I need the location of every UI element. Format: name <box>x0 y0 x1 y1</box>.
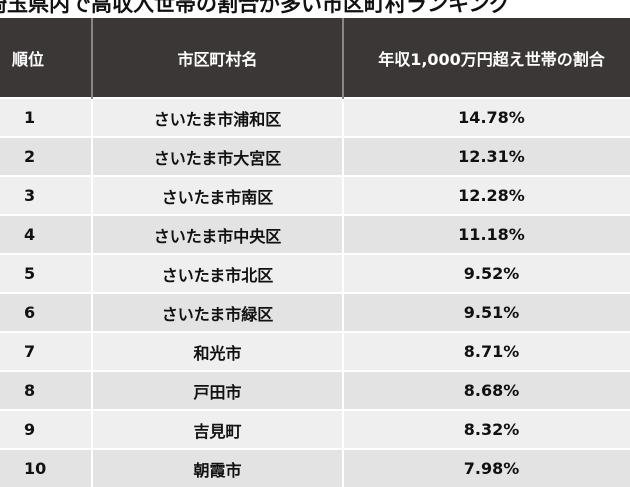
table-row: 9 吉見町 8.32% <box>0 409 630 449</box>
table-row: 6 さいたま市緑区 9.51% <box>0 292 630 332</box>
table-row: 1 さいたま市浦和区 14.78% <box>0 97 630 137</box>
cell-name: さいたま市緑区 <box>92 292 344 332</box>
cell-rank: 6 <box>0 292 93 332</box>
cell-pct: 11.18% <box>343 214 630 254</box>
cell-rank: 8 <box>0 370 93 410</box>
table-row: 10 朝霞市 7.98% <box>0 448 630 487</box>
cell-pct: 8.32% <box>343 409 630 449</box>
cell-rank: 2 <box>0 136 93 176</box>
table-row: 2 さいたま市大宮区 12.31% <box>0 136 630 176</box>
cell-rank: 1 <box>0 97 93 137</box>
table-row: 4 さいたま市中央区 11.18% <box>0 214 630 254</box>
cell-pct: 8.71% <box>343 331 630 371</box>
cell-rank: 7 <box>0 331 93 371</box>
cell-rank: 4 <box>0 214 93 254</box>
cell-name: 吉見町 <box>92 409 344 449</box>
cell-name: 朝霞市 <box>92 448 344 487</box>
cell-pct: 12.31% <box>343 136 630 176</box>
table-row: 3 さいたま市南区 12.28% <box>0 175 630 215</box>
table-row: 5 さいたま市北区 9.52% <box>0 253 630 293</box>
table-row: 7 和光市 8.71% <box>0 331 630 371</box>
header-pct: 年収1,000万円超え世帯の割合 <box>343 18 630 98</box>
table-header: 順位 市区町村名 年収1,000万円超え世帯の割合 <box>0 18 630 98</box>
cell-pct: 9.52% <box>343 253 630 293</box>
cell-name: 和光市 <box>92 331 344 371</box>
cell-rank: 3 <box>0 175 93 215</box>
header-name: 市区町村名 <box>92 18 344 98</box>
cell-pct: 14.78% <box>343 97 630 137</box>
cell-rank: 5 <box>0 253 93 293</box>
cell-name: さいたま市南区 <box>92 175 344 215</box>
cell-name: さいたま市中央区 <box>92 214 344 254</box>
cell-pct: 7.98% <box>343 448 630 487</box>
cell-rank: 10 <box>0 448 93 487</box>
cell-pct: 8.68% <box>343 370 630 410</box>
table-row: 8 戸田市 8.68% <box>0 370 630 410</box>
cell-pct: 12.28% <box>343 175 630 215</box>
cell-name: さいたま市北区 <box>92 253 344 293</box>
ranking-table: 順位 市区町村名 年収1,000万円超え世帯の割合 1 さいたま市浦和区 14.78… <box>0 18 630 487</box>
header-rank: 順位 <box>0 18 93 98</box>
cell-name: さいたま市大宮区 <box>92 136 344 176</box>
cell-name: さいたま市浦和区 <box>92 97 344 137</box>
cell-name: 戸田市 <box>92 370 344 410</box>
cell-rank: 9 <box>0 409 93 449</box>
cell-pct: 9.51% <box>343 292 630 332</box>
page-title: 埼玉県内で高収入世帯の割合が多い市区町村ランキング <box>0 0 511 16</box>
